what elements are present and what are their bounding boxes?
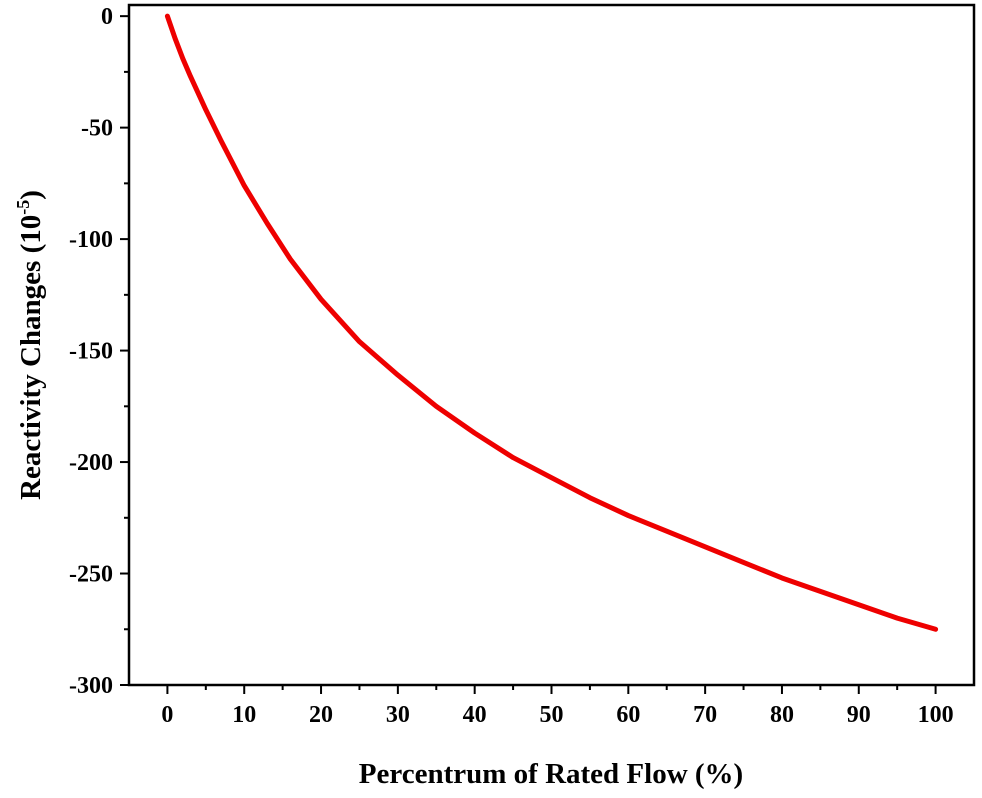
x-axis-ticks: 0 10 20 30 40 50 60 70 80 90 100: [161, 685, 954, 728]
y-axis-ticks: 0 -50 -100 -150 -200 -250 -300: [69, 4, 129, 699]
x-tick-label: 90: [847, 702, 871, 728]
x-axis-title: Percentrum of Rated Flow (%): [359, 758, 743, 790]
y-tick-label: -300: [69, 673, 113, 699]
x-tick-label: 80: [770, 702, 794, 728]
y-tick-label: -150: [69, 339, 113, 365]
y-tick-label: 0: [101, 4, 113, 30]
series-line-0: [164, 13, 939, 632]
x-tick-label: 60: [616, 702, 640, 728]
x-tick-label: 10: [232, 702, 256, 728]
x-tick-label: 50: [540, 702, 564, 728]
y-axis-title-exponent: -5: [13, 200, 33, 215]
x-tick-label: 30: [386, 702, 410, 728]
x-tick-label: 70: [693, 702, 717, 728]
y-axis-title-prefix: Reactivity Changes (10: [15, 215, 47, 500]
series-layer: [164, 13, 939, 632]
y-tick-label: -50: [81, 116, 113, 142]
y-tick-label: -100: [69, 227, 113, 253]
x-tick-label: 20: [309, 702, 333, 728]
x-tick-label: 100: [918, 702, 954, 728]
y-tick-label: -200: [69, 450, 113, 476]
y-axis-title: Reactivity Changes (10-5): [13, 190, 47, 500]
y-axis-title-suffix: ): [15, 190, 47, 200]
plot-frame: [127, 3, 976, 687]
x-tick-label: 40: [463, 702, 487, 728]
y-tick-label: -250: [69, 562, 113, 588]
x-tick-label: 0: [161, 702, 173, 728]
